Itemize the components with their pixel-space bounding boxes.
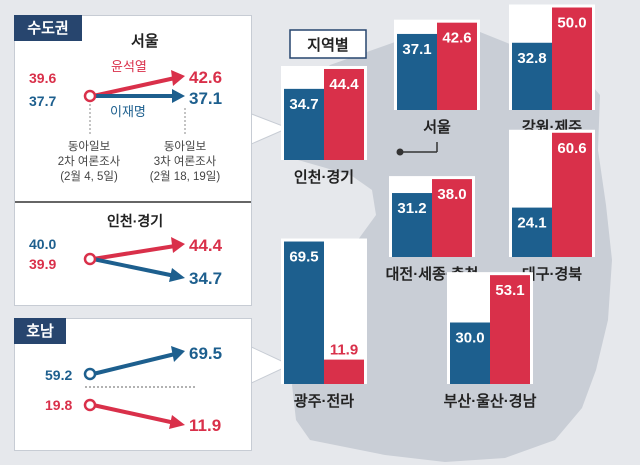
bar-red-incheon	[324, 68, 364, 160]
bar-blue-gwangju	[284, 241, 324, 384]
honam-chart: 59.2 69.5 19.8 11.9	[45, 344, 222, 435]
value-red-gwangju: 11.9	[330, 342, 358, 359]
honam-tag: 호남	[14, 318, 66, 344]
region-group-daejeon: 31.238.0대전·세종·충청	[386, 176, 478, 283]
incheon-blue-to: 34.7	[189, 269, 222, 288]
value-blue-busan: 30.0	[455, 330, 484, 347]
value-blue-seoul: 37.1	[402, 41, 431, 58]
seoul-blue-to: 37.1	[189, 89, 222, 108]
incheon-label: 인천·경기	[107, 213, 163, 229]
region-name-incheon: 인천·경기	[294, 168, 354, 186]
seoul-red-from: 39.6	[29, 70, 56, 86]
region-group-busan: 30.0 53.1 부산·울산·경남	[444, 272, 537, 410]
value-red-seoul: 42.6	[442, 30, 471, 47]
value-red-busan: 53.1	[495, 282, 524, 299]
region-group-seoul: 37.1 42.6 서울	[394, 19, 480, 136]
bar-blue-incheon	[284, 88, 324, 160]
bar-red-seoul	[437, 22, 477, 111]
capital-tag: 수도권	[14, 15, 82, 41]
candidate-red-label: 윤석열	[111, 59, 147, 74]
region-group-daegu: 24.1 60.6 대구·경북	[509, 129, 595, 283]
regional-title-box	[289, 29, 367, 59]
honam-blue-to: 69.5	[189, 344, 222, 363]
incheon-blue-from: 40.0	[29, 236, 56, 252]
value-blue-daejeon: 31.2	[397, 200, 426, 217]
bar-red-busan	[490, 275, 530, 384]
region-name-daegu: 대구·경북	[522, 265, 582, 283]
value-red-daejeon: 38.0	[437, 186, 466, 203]
bar-blue-busan	[450, 322, 490, 384]
value-blue-gwangju: 69.5	[289, 249, 318, 266]
honam-blue-from: 59.2	[45, 367, 72, 383]
capital-chart: 서울 윤석열 39.6 37.7 42.6 37.1 이재명 동아일보 2차 여론…	[15, 33, 251, 288]
region-name-busan: 부산·울산·경남	[444, 392, 537, 410]
bar-blue-daejeon	[392, 193, 432, 257]
bar-blue-daegu	[512, 207, 552, 257]
regional-title: 지역별	[307, 36, 348, 54]
honam-panel: 호남 59.2 69.5 19.8 11.9	[14, 318, 252, 451]
region-name-seoul: 서울	[423, 119, 451, 136]
bar-red-daejeon	[432, 179, 472, 257]
value-blue-daegu: 24.1	[517, 215, 546, 232]
poll-left-caption: 동아일보 2차 여론조사 (2월 4, 5일)	[58, 139, 121, 183]
region-group-gwangju: 69.5 11.9 광주·전라	[281, 238, 367, 410]
bar-blue-seoul	[397, 33, 437, 110]
value-red-incheon: 44.4	[329, 76, 359, 93]
region-name-gwangju: 광주·전라	[294, 392, 354, 410]
bar-blue-gangwon	[512, 42, 552, 111]
seoul-blue-from: 37.7	[29, 93, 56, 109]
candidate-blue-label: 이재명	[110, 104, 146, 119]
seoul-label: 서울	[131, 33, 159, 50]
incheon-red-to: 44.4	[189, 236, 223, 255]
value-red-daegu: 60.6	[557, 140, 586, 157]
honam-red-from: 19.8	[45, 397, 72, 413]
value-blue-incheon: 34.7	[289, 96, 318, 113]
incheon-red-from: 39.9	[29, 256, 56, 272]
value-blue-gangwon: 32.8	[517, 50, 546, 67]
capital-panel: 수도권 서울 윤석열 39.6 37.7 42.6 37.1 이재명 동아일보 2…	[14, 15, 252, 306]
region-group-incheon: 34.7 44.4 인천·경기	[281, 65, 367, 186]
value-red-gangwon: 50.0	[557, 15, 586, 32]
poll-right-caption: 동아일보 3차 여론조사 (2월 18, 19일)	[150, 139, 221, 183]
bar-red-gwangju	[324, 359, 364, 384]
honam-red-to: 11.9	[189, 416, 221, 435]
bar-red-daegu	[552, 132, 592, 257]
region-group-gangwon: 32.850.0강원·제주	[509, 4, 595, 136]
seoul-red-to: 42.6	[189, 68, 222, 87]
bar-red-gangwon	[552, 7, 592, 110]
